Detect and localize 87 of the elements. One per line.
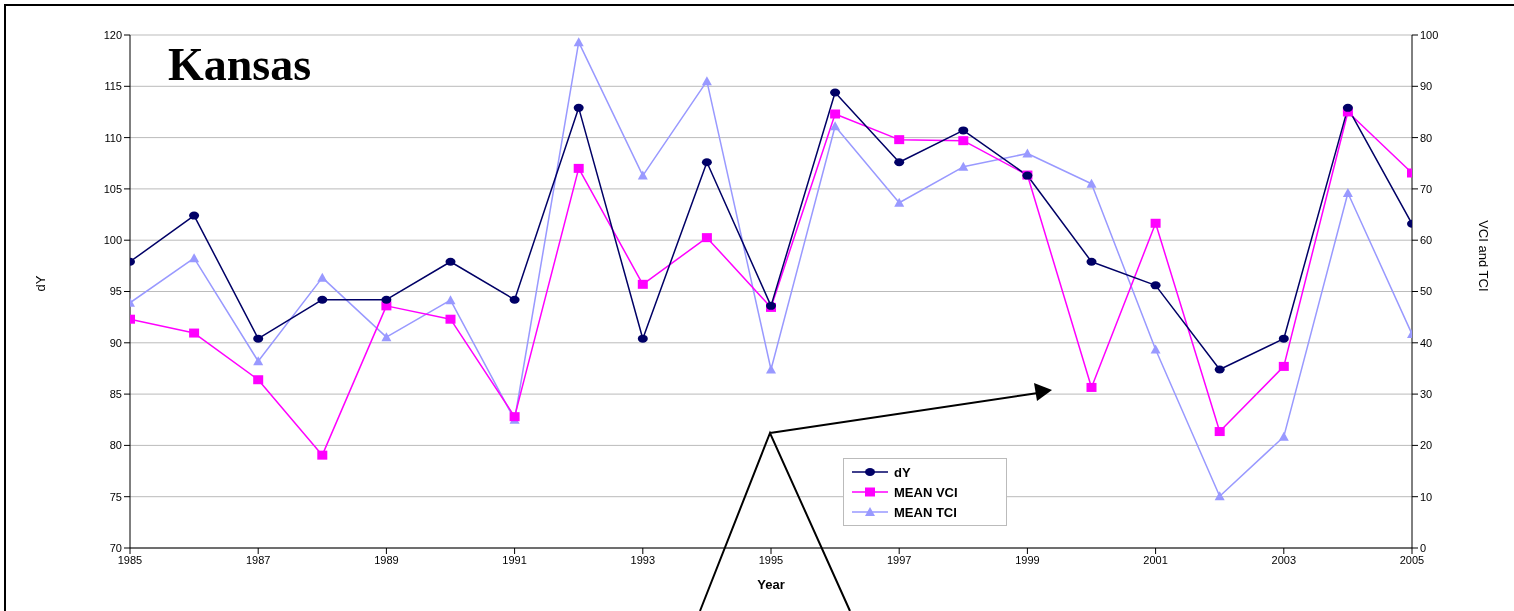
point [701, 233, 712, 243]
legend-label: MEAN VCI [894, 484, 958, 500]
x-tick-label: 1991 [502, 553, 527, 566]
point [958, 126, 969, 135]
x-axis-title: Year [757, 577, 785, 592]
y2-tick-label: 10 [1420, 490, 1433, 503]
point [637, 334, 648, 343]
point [958, 161, 969, 171]
point [701, 76, 712, 86]
x-tick-label: 1989 [374, 553, 399, 566]
point [573, 163, 584, 173]
legend-label: dY [894, 464, 911, 480]
point [253, 375, 264, 385]
y2-tick-label: 40 [1420, 336, 1433, 349]
y2-tick-label: 50 [1420, 285, 1433, 298]
point [317, 295, 328, 304]
y-tick-label: 85 [109, 388, 122, 401]
point [894, 158, 905, 167]
y2-tick-label: 60 [1420, 234, 1433, 247]
point [381, 295, 392, 304]
y-tick-label: 95 [109, 285, 122, 298]
point [509, 295, 520, 304]
point [381, 332, 392, 342]
point [637, 170, 648, 180]
x-tick-label: 2005 [1399, 553, 1425, 566]
y2-tick-label: 80 [1420, 131, 1433, 144]
y-tick-label: 115 [104, 80, 122, 93]
point [1086, 382, 1097, 392]
point [1278, 334, 1289, 343]
y2-tick-label: 0 [1420, 541, 1427, 554]
point [317, 450, 328, 460]
point [1086, 178, 1097, 188]
point [1278, 431, 1289, 441]
y-tick-label: 105 [103, 182, 122, 195]
point [701, 158, 712, 167]
point [637, 279, 648, 289]
point [253, 356, 264, 366]
point [830, 121, 841, 131]
point [445, 295, 456, 305]
chart-title: Kansas [168, 38, 312, 91]
point [445, 314, 456, 324]
y-tick-label: 80 [109, 439, 122, 452]
y-tick-label: 70 [109, 541, 122, 554]
point [1150, 281, 1161, 290]
y2-tick-label: 20 [1420, 439, 1433, 452]
y2-tick-label: 100 [1420, 28, 1439, 41]
point [1278, 361, 1289, 371]
y-tick-label: 100 [103, 234, 122, 247]
point [573, 103, 584, 112]
x-tick-label: 1987 [245, 553, 271, 566]
point [1214, 427, 1225, 437]
point [317, 272, 328, 282]
x-tick-label: 1993 [630, 553, 656, 566]
point [445, 257, 456, 266]
y-tick-label: 120 [103, 28, 122, 41]
point [189, 253, 200, 263]
point [1342, 103, 1353, 112]
point [830, 109, 841, 119]
legend-label: MEAN TCI [894, 504, 957, 520]
point [253, 334, 264, 343]
x-tick-label: 1995 [758, 553, 784, 566]
point [894, 135, 905, 145]
x-tick-label: 2001 [1143, 553, 1168, 566]
y2-axis-title: VCI and TCI [1476, 220, 1492, 292]
x-tick-label: 1985 [117, 553, 143, 566]
point [830, 88, 841, 97]
point [1150, 218, 1161, 228]
x-tick-label: 1999 [1015, 553, 1040, 566]
y2-tick-label: 90 [1420, 80, 1433, 93]
y-axis-title: dY [32, 275, 48, 292]
point [958, 136, 969, 146]
point [894, 197, 905, 207]
y2-tick-label: 70 [1420, 182, 1433, 195]
point [189, 211, 200, 220]
point [1214, 491, 1225, 501]
point [189, 328, 200, 338]
point [1342, 188, 1353, 197]
x-tick-label: 2003 [1271, 553, 1297, 566]
x-tick-label: 1997 [886, 553, 912, 566]
y-tick-label: 90 [109, 336, 122, 349]
y-tick-label: 110 [104, 131, 122, 144]
y-tick-label: 75 [109, 490, 122, 503]
y2-tick-label: 30 [1420, 388, 1433, 401]
point [1214, 365, 1225, 374]
point [1022, 148, 1033, 158]
point [573, 37, 584, 47]
point [1086, 257, 1097, 266]
